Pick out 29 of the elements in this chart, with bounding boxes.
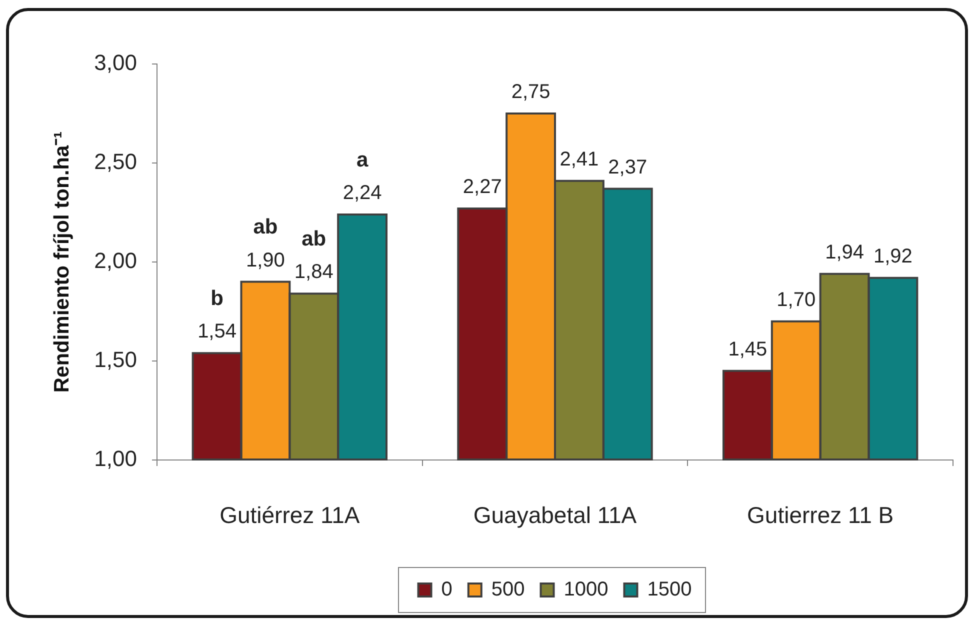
data-label: 2,24 bbox=[342, 182, 382, 204]
data-label: 1,70 bbox=[776, 288, 816, 311]
annotation: a bbox=[356, 148, 368, 172]
y-tick-label: 2,50 bbox=[94, 149, 137, 174]
data-label: 1,84 bbox=[294, 261, 334, 284]
data-label: 1,94 bbox=[825, 241, 864, 264]
legend-label: 500 bbox=[491, 578, 525, 601]
y-tick-label: 3,00 bbox=[94, 50, 137, 76]
data-label: 1,54 bbox=[198, 320, 236, 343]
y-tick-label: 2,00 bbox=[94, 248, 137, 274]
annotation: ab bbox=[253, 216, 278, 239]
data-label: 1,45 bbox=[728, 338, 768, 360]
legend-label: 1000 bbox=[564, 578, 608, 601]
y-tick-label: 1,00 bbox=[94, 446, 137, 472]
x-tick-label: Gutiérrez 11A bbox=[220, 502, 360, 528]
x-tick-label: Gutierrez 11 B bbox=[747, 502, 894, 528]
data-label: 2,41 bbox=[560, 148, 599, 170]
data-label: 2,75 bbox=[511, 81, 550, 104]
legend-label: 1500 bbox=[647, 578, 692, 601]
x-tick-label: Guayabetal 11A bbox=[473, 502, 638, 528]
data-label: 1,92 bbox=[874, 245, 912, 268]
data-label: 2,37 bbox=[608, 156, 648, 178]
annotation: ab bbox=[302, 227, 326, 250]
y-axis-title: Rendimiento fríjol ton.ha⁻¹ bbox=[50, 131, 74, 393]
data-label: 1,90 bbox=[246, 249, 285, 272]
legend-label: 0 bbox=[441, 578, 452, 601]
annotation: b bbox=[210, 286, 224, 310]
y-tick-label: 1,50 bbox=[94, 347, 137, 372]
data-label: 2,27 bbox=[462, 176, 502, 198]
